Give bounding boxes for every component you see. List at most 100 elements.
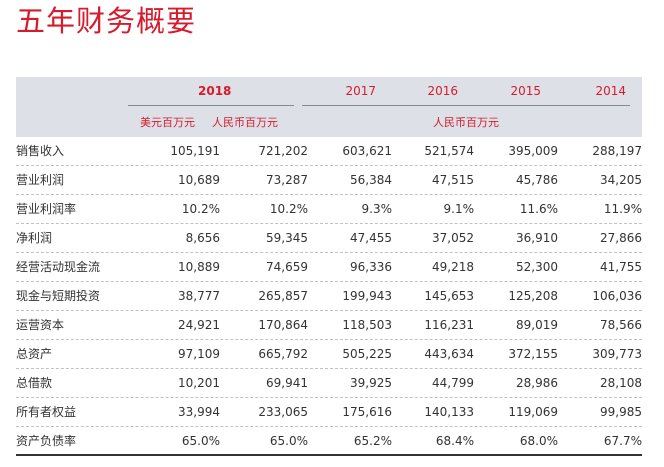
cell: 395,009 (508, 144, 558, 158)
cell: 28,986 (516, 376, 558, 390)
cell: 170,864 (258, 318, 308, 332)
cell: 603,621 (342, 144, 392, 158)
cell: 119,069 (508, 405, 558, 419)
table-row: 经营活动现金流 10,889 74,659 96,336 49,218 52,3… (16, 253, 642, 282)
row-label: 净利润 (16, 231, 53, 245)
table-row: 资产负债率 65.0% 65.0% 65.2% 68.4% 68.0% 67.7… (16, 427, 642, 456)
unit-rmb-2018: 人民币百万元 (212, 116, 278, 129)
cell: 233,065 (258, 405, 308, 419)
cell: 74,659 (266, 260, 308, 274)
cell: 118,503 (342, 318, 392, 332)
page-title: 五年财务概要 (16, 4, 197, 38)
cell: 28,108 (600, 376, 642, 390)
cell: 125,208 (508, 289, 558, 303)
cell: 10,689 (178, 173, 220, 187)
table-row: 现金与短期投资 38,777 265,857 199,943 145,653 1… (16, 282, 642, 311)
cell: 73,287 (266, 173, 308, 187)
cell: 99,985 (600, 405, 642, 419)
cell: 69,941 (266, 376, 308, 390)
cell: 10.2% (269, 202, 308, 216)
row-label: 销售收入 (16, 144, 65, 158)
cell: 38,777 (178, 289, 220, 303)
cell: 9.1% (443, 202, 475, 216)
row-label: 总资产 (16, 347, 53, 361)
cell: 44,799 (432, 376, 474, 390)
cell: 36,910 (516, 231, 558, 245)
year-2017: 2017 (345, 84, 376, 98)
table-row: 总资产 97,109 665,792 505,225 443,634 372,1… (16, 340, 642, 369)
year-2016: 2016 (427, 84, 458, 98)
cell: 9.3% (361, 202, 393, 216)
cell: 68.0% (519, 434, 558, 448)
table-row: 营业利润率 10.2% 10.2% 9.3% 9.1% 11.6% 11.9% (16, 195, 642, 224)
cell: 10,889 (178, 260, 220, 274)
cell: 52,300 (516, 260, 558, 274)
cell: 41,755 (600, 260, 642, 274)
cell: 505,225 (342, 347, 392, 361)
cell: 89,019 (516, 318, 558, 332)
cell: 11.9% (603, 202, 642, 216)
cell: 175,616 (342, 405, 392, 419)
cell: 265,857 (258, 289, 308, 303)
year-2014: 2014 (595, 84, 626, 98)
cell: 8,656 (185, 231, 220, 245)
divider-prior-years (302, 105, 630, 106)
row-label: 资产负债率 (16, 434, 77, 448)
year-2015: 2015 (510, 84, 541, 98)
cell: 372,155 (508, 347, 558, 361)
cell: 106,036 (592, 289, 642, 303)
year-2018: 2018 (198, 84, 232, 98)
cell: 56,384 (350, 173, 392, 187)
row-label: 现金与短期投资 (16, 289, 101, 303)
cell: 309,773 (592, 347, 642, 361)
cell: 49,218 (432, 260, 474, 274)
table-header (16, 77, 642, 137)
cell: 10.2% (181, 202, 220, 216)
table-row: 所有者权益 33,994 233,065 175,616 140,133 119… (16, 398, 642, 427)
cell: 10,201 (178, 376, 220, 390)
cell: 116,231 (424, 318, 474, 332)
cell: 97,109 (178, 347, 220, 361)
cell: 34,205 (600, 173, 642, 187)
cell: 665,792 (258, 347, 308, 361)
cell: 68.4% (435, 434, 474, 448)
cell: 96,336 (350, 260, 392, 274)
cell: 27,866 (600, 231, 642, 245)
table-row: 总借款 10,201 69,941 39,925 44,799 28,986 2… (16, 369, 642, 398)
cell: 105,191 (170, 144, 220, 158)
cell: 145,653 (424, 289, 474, 303)
table-row: 营业利润 10,689 73,287 56,384 47,515 45,786 … (16, 166, 642, 195)
unit-rmb-prior: 人民币百万元 (433, 116, 499, 129)
cell: 47,455 (350, 231, 392, 245)
cell: 11.6% (519, 202, 558, 216)
cell: 24,921 (178, 318, 220, 332)
cell: 45,786 (516, 173, 558, 187)
row-label: 运营资本 (16, 318, 65, 332)
cell: 521,574 (424, 144, 474, 158)
cell: 37,052 (432, 231, 474, 245)
cell: 288,197 (592, 144, 642, 158)
row-label: 经营活动现金流 (16, 260, 101, 274)
cell: 65.0% (181, 434, 220, 448)
cell: 78,566 (600, 318, 642, 332)
cell: 65.2% (353, 434, 392, 448)
cell: 39,925 (350, 376, 392, 390)
row-label: 营业利润 (16, 173, 65, 187)
row-label: 营业利润率 (16, 202, 77, 216)
cell: 721,202 (258, 144, 308, 158)
table-row: 销售收入 105,191 721,202 603,621 521,574 395… (16, 137, 642, 166)
cell: 59,345 (266, 231, 308, 245)
cell: 443,634 (424, 347, 474, 361)
cell: 65.0% (269, 434, 308, 448)
cell: 140,133 (424, 405, 474, 419)
table-row: 净利润 8,656 59,345 47,455 37,052 36,910 27… (16, 224, 642, 253)
divider-2018 (128, 105, 294, 106)
row-label: 总借款 (16, 376, 53, 390)
cell: 199,943 (342, 289, 392, 303)
cell: 33,994 (178, 405, 220, 419)
cell: 67.7% (603, 434, 642, 448)
unit-usd: 美元百万元 (140, 116, 195, 129)
cell: 47,515 (432, 173, 474, 187)
row-label: 所有者权益 (16, 405, 77, 419)
table-row: 运营资本 24,921 170,864 118,503 116,231 89,0… (16, 311, 642, 340)
